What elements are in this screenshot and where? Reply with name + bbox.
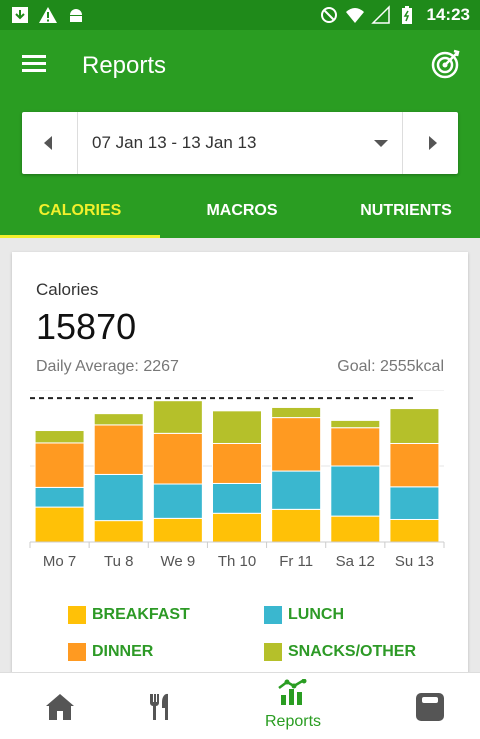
bar-segment (389, 518, 440, 543)
bar-segment (93, 520, 144, 543)
x-tick-label: Mo 7 (43, 553, 76, 570)
legend-label: DINNER (92, 643, 154, 660)
legend-lunch: LUNCH (264, 606, 344, 624)
x-tick-label: We 9 (160, 553, 195, 570)
bar-segment (152, 483, 203, 519)
page-title: Reports (82, 52, 167, 79)
nav-reports[interactable]: Reports (233, 673, 353, 739)
bar-segment (93, 424, 144, 475)
snacks-swatch (264, 643, 282, 661)
bottom-nav: Reports (0, 672, 480, 739)
bar-segment (271, 470, 322, 510)
calories-total: 15870 (36, 306, 137, 347)
bar-segment (271, 406, 322, 419)
do-not-disturb-icon (320, 7, 337, 23)
bar-segment (93, 473, 144, 522)
bar-segment (152, 432, 203, 485)
reports-icon (278, 679, 307, 705)
calories-chart: Mo 7 Tu 8 We 9 Th 10 Fr 11 Sa 12 Su 13 (29, 390, 445, 570)
bar-segment (34, 486, 85, 508)
signal-icon (370, 5, 390, 24)
bar-segment (330, 427, 381, 467)
bar-segment (34, 430, 85, 444)
wifi-icon (345, 8, 364, 23)
x-tick-label: Th 10 (218, 553, 256, 570)
x-tick-label: Fr 11 (279, 553, 313, 570)
bar-segment (152, 400, 203, 434)
bar-segment (389, 408, 440, 444)
report-tabs: CALORIES MACROS NUTRIENTS (0, 188, 480, 238)
nav-weight[interactable] (370, 673, 480, 739)
menu-icon (18, 55, 50, 72)
legend-label: SNACKS/OTHER (288, 643, 417, 660)
bar-segment (330, 515, 381, 543)
date-range-bar: 07 Jan 13 - 13 Jan 13 (0, 102, 480, 188)
bar-segment (389, 442, 440, 488)
chevron-left-icon[interactable] (22, 112, 78, 174)
bar-segment (34, 506, 85, 543)
download-icon (12, 7, 28, 23)
x-tick-label: Tu 8 (104, 553, 133, 570)
calorie-goal: Goal: 2555kcal (337, 358, 444, 375)
tab-calories[interactable]: CALORIES (38, 202, 122, 219)
bar-segment (212, 442, 262, 484)
bar-segment (212, 410, 262, 444)
chevron-right-icon[interactable] (402, 112, 458, 174)
legend-breakfast: BREAKFAST (68, 606, 190, 624)
bar-segment (34, 442, 85, 488)
bar-segment (271, 417, 322, 472)
daily-average: Daily Average: 2267 (36, 358, 179, 375)
x-tick-label: Sa 12 (336, 553, 375, 570)
nav-reports-label: Reports (264, 713, 322, 730)
app-bar: Reports (0, 30, 480, 102)
legend-snacks: SNACKS/OTHER (264, 643, 416, 661)
menu-button[interactable] (18, 52, 50, 80)
legend-label: LUNCH (288, 606, 344, 623)
nav-home[interactable] (0, 673, 120, 739)
fork-knife-icon (150, 693, 168, 720)
bar-segment (212, 512, 262, 543)
date-range-dropdown[interactable]: 07 Jan 13 - 13 Jan 13 (78, 112, 402, 174)
caret-down-icon (374, 140, 388, 147)
bar-segment (389, 486, 440, 520)
status-bar: 14:23 (0, 0, 480, 30)
target-icon[interactable] (430, 48, 462, 80)
bar-segment (271, 508, 322, 543)
bar-segment (93, 413, 144, 426)
bar-segment (330, 465, 381, 517)
scale-icon (416, 693, 444, 721)
legend-label: BREAKFAST (92, 606, 190, 623)
breakfast-swatch (68, 606, 86, 624)
home-icon (46, 694, 74, 720)
bar-segment (330, 419, 381, 429)
date-range-picker: 07 Jan 13 - 13 Jan 13 (22, 112, 458, 174)
tab-macros[interactable]: MACROS (206, 202, 278, 219)
warning-icon (39, 7, 57, 23)
bar-segment (152, 517, 203, 543)
card-label: Calories (36, 280, 99, 299)
legend-dinner: DINNER (68, 643, 153, 661)
bar-segment (212, 482, 262, 514)
nav-food[interactable] (100, 673, 220, 739)
dinner-swatch (68, 643, 86, 661)
android-icon (70, 9, 82, 22)
tab-nutrients[interactable]: NUTRIENTS (360, 202, 452, 219)
x-tick-label: Su 13 (395, 553, 434, 570)
clock: 14:23 (426, 5, 470, 24)
date-range-value: 07 Jan 13 - 13 Jan 13 (92, 133, 257, 152)
lunch-swatch (264, 606, 282, 624)
battery-icon (401, 6, 412, 24)
tab-indicator (0, 235, 160, 238)
